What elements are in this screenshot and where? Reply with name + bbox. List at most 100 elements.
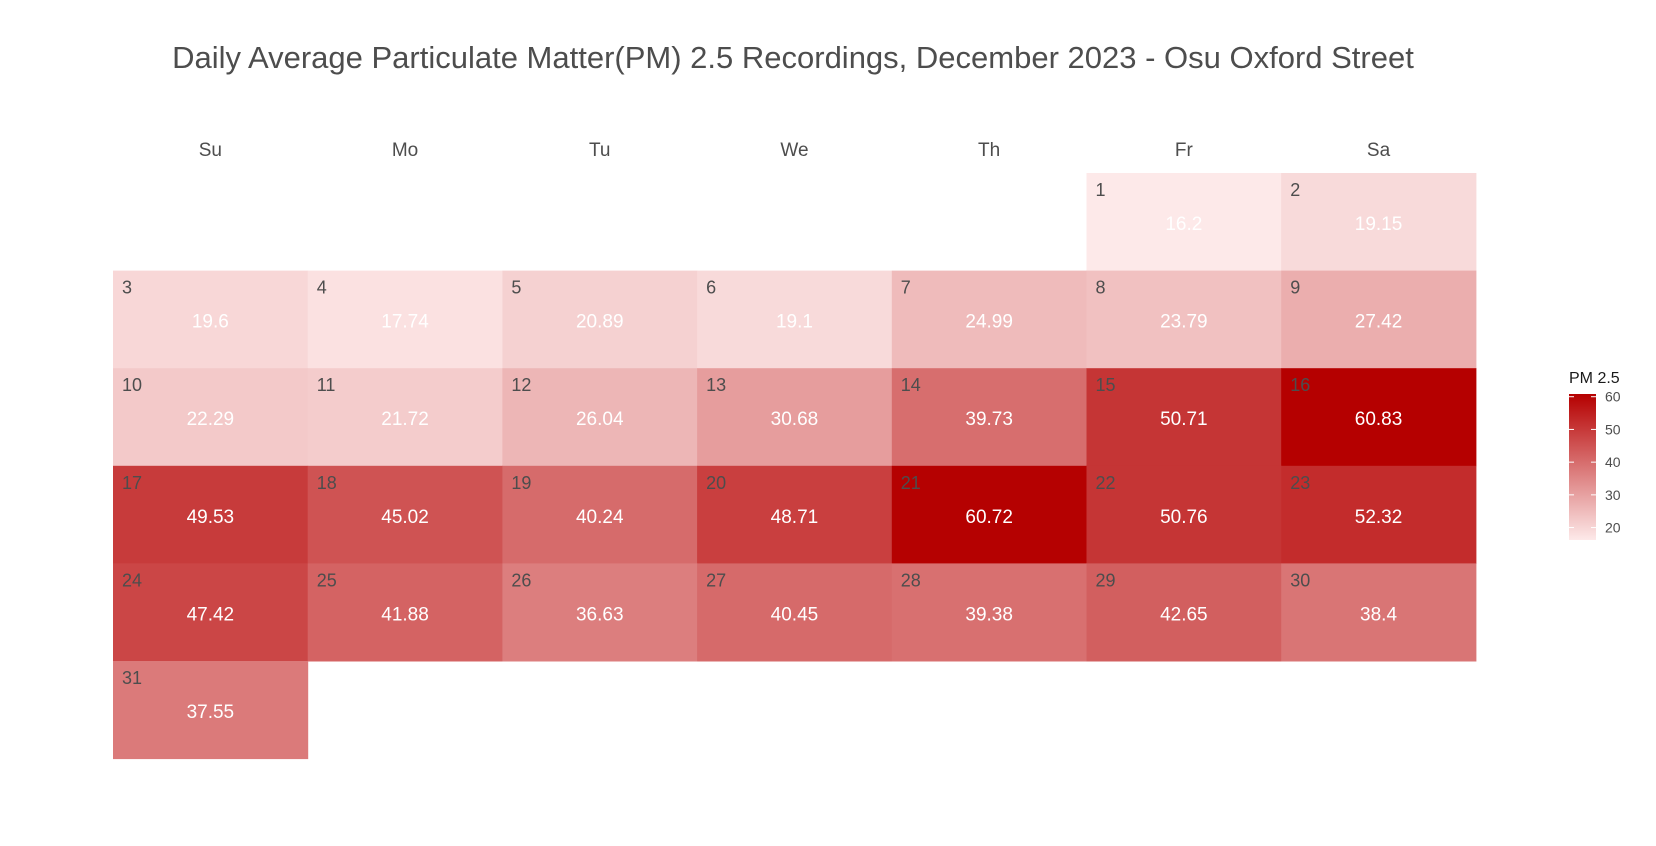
day-value-8: 23.79 [1160,312,1208,333]
day-number-22: 22 [1096,473,1116,493]
day-value-30: 38.4 [1360,604,1397,625]
day-cell-7 [891,270,1087,369]
day-cell-10 [113,368,309,467]
day-value-29: 42.65 [1160,604,1208,625]
day-number-27: 27 [706,570,726,590]
day-number-13: 13 [706,375,726,395]
legend-tick-label-30: 30 [1605,487,1621,503]
legend-tick-label-40: 40 [1605,454,1621,470]
day-value-24: 47.42 [187,604,235,625]
day-number-14: 14 [901,375,921,395]
weekday-label-fr: Fr [1175,140,1194,161]
day-cell-27 [697,563,893,662]
day-cell-18 [307,465,503,564]
day-cell-24 [113,563,309,662]
day-number-3: 3 [122,278,132,298]
weekday-label-sa: Sa [1367,140,1391,161]
day-value-25: 41.88 [381,604,429,625]
day-number-18: 18 [317,473,337,493]
day-number-1: 1 [1096,180,1106,200]
day-cell-16 [1281,368,1477,467]
day-value-17: 49.53 [187,507,235,528]
day-number-29: 29 [1096,570,1116,590]
day-value-23: 52.32 [1355,507,1403,528]
day-value-2: 19.15 [1355,214,1403,235]
day-value-7: 24.99 [965,312,1013,333]
legend-colorbar [1569,394,1596,540]
day-value-15: 50.71 [1160,409,1208,430]
day-number-20: 20 [706,473,726,493]
legend-tick-label-60: 60 [1605,389,1621,405]
day-cell-8 [1086,270,1282,369]
day-cell-15 [1086,368,1282,467]
day-value-31: 37.55 [187,702,235,723]
day-number-17: 17 [122,473,142,493]
day-number-11: 11 [317,375,336,395]
day-cell-14 [891,368,1087,467]
day-cell-9 [1281,270,1477,369]
day-cell-26 [502,563,698,662]
day-value-14: 39.73 [965,409,1013,430]
day-number-2: 2 [1290,180,1300,200]
day-number-21: 21 [901,473,921,493]
weekday-label-tu: Tu [589,140,610,161]
day-value-16: 60.83 [1355,409,1403,430]
day-number-6: 6 [706,278,716,298]
day-number-25: 25 [317,570,337,590]
day-value-6: 19.1 [776,312,813,333]
day-value-26: 36.63 [576,604,624,625]
day-cell-28 [891,563,1087,662]
day-value-1: 16.2 [1165,214,1202,235]
day-number-12: 12 [511,375,531,395]
day-number-23: 23 [1290,473,1310,493]
day-number-10: 10 [122,375,142,395]
day-value-21: 60.72 [965,507,1013,528]
day-cell-11 [307,368,503,467]
day-cell-4 [307,270,503,369]
day-value-22: 50.76 [1160,507,1208,528]
day-cell-17 [113,465,309,564]
day-number-24: 24 [122,570,142,590]
day-value-28: 39.38 [965,604,1013,625]
day-number-28: 28 [901,570,921,590]
day-cell-20 [697,465,893,564]
day-number-5: 5 [511,278,521,298]
day-number-4: 4 [317,278,327,298]
weekday-label-mo: Mo [392,140,418,161]
day-value-19: 40.24 [576,507,624,528]
day-number-9: 9 [1290,278,1300,298]
day-cell-29 [1086,563,1282,662]
day-cell-1 [1086,173,1282,272]
weekday-label-su: Su [199,140,222,161]
day-number-19: 19 [511,473,531,493]
chart-title: Daily Average Particulate Matter(PM) 2.5… [172,40,1414,75]
day-number-7: 7 [901,278,911,298]
day-cell-25 [307,563,503,662]
day-cell-5 [502,270,698,369]
day-number-8: 8 [1096,278,1106,298]
day-value-10: 22.29 [187,409,235,430]
day-cell-31 [113,661,309,760]
legend-tick-label-50: 50 [1605,421,1621,437]
day-value-27: 40.45 [771,604,819,625]
day-value-5: 20.89 [576,312,624,333]
day-value-11: 21.72 [381,409,429,430]
day-number-15: 15 [1096,375,1116,395]
day-cell-6 [697,270,893,369]
day-value-18: 45.02 [381,507,429,528]
day-cell-21 [891,465,1087,564]
day-cell-12 [502,368,698,467]
day-value-13: 30.68 [771,409,819,430]
legend-tick-label-20: 20 [1605,520,1621,536]
day-value-9: 27.42 [1355,312,1403,333]
day-cell-30 [1281,563,1477,662]
legend-title: PM 2.5 [1569,370,1620,387]
day-cell-19 [502,465,698,564]
day-number-16: 16 [1290,375,1310,395]
day-number-26: 26 [511,570,531,590]
day-cell-22 [1086,465,1282,564]
day-value-12: 26.04 [576,409,624,430]
day-cell-3 [113,270,309,369]
day-number-30: 30 [1290,570,1310,590]
